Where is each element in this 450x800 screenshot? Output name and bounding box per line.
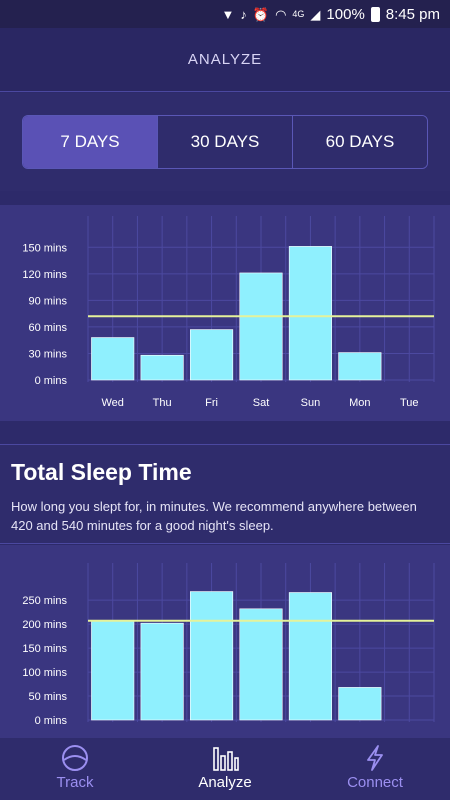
- battery-percent: 100%: [326, 5, 365, 23]
- alarm-icon: ⏰: [252, 6, 270, 22]
- bar-thu: [140, 622, 184, 721]
- bar-fri: [190, 591, 234, 721]
- x-tick-label: Tue: [400, 397, 419, 409]
- bar-mon: [338, 687, 382, 721]
- range-selector-section: 7 DAYS 30 DAYS 60 DAYS: [0, 93, 450, 191]
- range-segmented-control: 7 DAYS 30 DAYS 60 DAYS: [22, 115, 428, 169]
- bar-chart-icon: [213, 747, 239, 771]
- bar-sun: [288, 246, 332, 381]
- bar-chart-1: 0 mins 30 mins 60 mins 90 mins 120 mins 150 m…: [22, 216, 435, 409]
- lightning-icon: [367, 745, 383, 771]
- y-tick-label: 30 mins: [28, 348, 67, 360]
- network-type: 4G: [292, 8, 305, 19]
- section-title: Total Sleep Time: [11, 459, 192, 485]
- x-tick-label: Sat: [253, 397, 270, 409]
- y-tick-label: 150 mins: [22, 242, 67, 254]
- nav-analyze-label: Analyze: [198, 774, 252, 791]
- tab-30-days[interactable]: 30 DAYS: [158, 116, 293, 168]
- signal-icon: ◢: [310, 6, 321, 22]
- y-tick-label: 250 mins: [22, 595, 67, 607]
- wifi-icon: ◠: [275, 6, 287, 22]
- x-tick-label: Wed: [102, 397, 124, 409]
- y-tick-label: 100 mins: [22, 667, 67, 679]
- y-tick-label: 50 mins: [28, 691, 67, 703]
- x-tick-label: Sun: [301, 397, 321, 409]
- page-title: ANALYZE: [187, 51, 263, 68]
- x-tick-label: Fri: [205, 397, 218, 409]
- nav-track[interactable]: Track: [0, 738, 150, 800]
- nav-connect-label: Connect: [347, 774, 403, 791]
- y-tick-label: 150 mins: [22, 643, 67, 655]
- moon-circle-icon: [62, 745, 88, 771]
- bar-wed: [91, 337, 135, 381]
- status-bar: ▼ ♪ ⏰ ◠ 4G ◢ 100% 8:45 pm: [0, 0, 450, 28]
- y-tick-label: 0 mins: [35, 375, 68, 387]
- nav-analyze[interactable]: Analyze: [150, 738, 300, 800]
- chart-panel-1: 0 mins 30 mins 60 mins 90 mins 120 mins 150 m…: [0, 205, 450, 421]
- y-tick-label: 0 mins: [35, 715, 68, 727]
- location-icon: ▼: [221, 6, 235, 22]
- chart-panel-2: 0 mins 50 mins 100 mins 150 mins 200 mins 250…: [0, 545, 450, 738]
- y-tick-label: 120 mins: [22, 269, 67, 281]
- page-header: ANALYZE: [0, 28, 450, 92]
- nav-connect[interactable]: Connect: [300, 738, 450, 800]
- y-tick-label: 60 mins: [28, 322, 67, 334]
- total-sleep-info: Total Sleep Time How long you slept for,…: [0, 444, 450, 544]
- bar-sat: [239, 608, 283, 721]
- bar-fri: [190, 329, 234, 381]
- bar-sun: [288, 592, 332, 721]
- bar-wed: [91, 620, 135, 721]
- bottom-nav: Track Analyze Connect: [0, 738, 450, 800]
- clock: 8:45 pm: [385, 5, 440, 23]
- mute-icon: ♪: [240, 6, 247, 22]
- battery-icon: [370, 6, 380, 22]
- nav-track-label: Track: [56, 774, 94, 791]
- tab-60-days[interactable]: 60 DAYS: [293, 116, 427, 168]
- bar-chart-total-sleep: 0 mins 50 mins 100 mins 150 mins 200 mins 250…: [22, 563, 435, 727]
- x-tick-label: Thu: [153, 397, 172, 409]
- section-description: How long you slept for, in minutes. We r…: [11, 499, 417, 533]
- y-tick-label: 90 mins: [28, 295, 67, 307]
- bar-thu: [140, 354, 184, 381]
- x-tick-label: Mon: [349, 397, 370, 409]
- bar-sat: [239, 272, 283, 381]
- y-tick-label: 200 mins: [22, 619, 67, 631]
- bar-mon: [338, 352, 382, 381]
- tab-7-days[interactable]: 7 DAYS: [23, 116, 158, 168]
